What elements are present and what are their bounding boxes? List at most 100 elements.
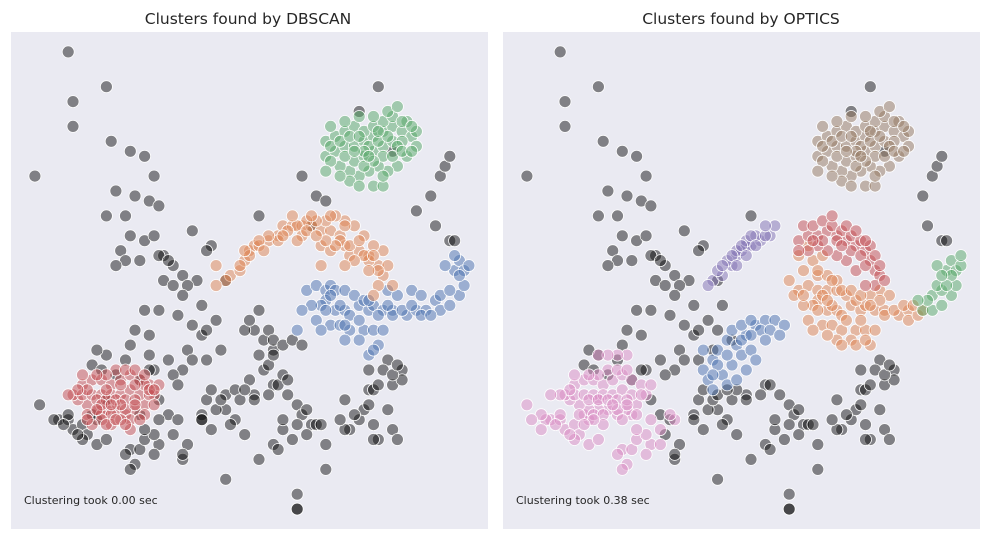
noise-point: [185, 224, 199, 238]
cluster-point-cluster-6: [634, 388, 648, 402]
cluster-point-cluster-3: [119, 418, 132, 432]
cluster-point-cluster-6: [520, 398, 534, 412]
noise-point: [276, 413, 290, 427]
noise-point: [195, 298, 209, 312]
noise-point: [553, 45, 567, 59]
noise-point: [109, 259, 123, 273]
cluster-point-cluster-2: [338, 115, 352, 128]
optics-title: Clusters found by OPTICS: [642, 10, 840, 28]
noise-point: [138, 149, 152, 163]
cluster-point-cluster-6: [525, 413, 538, 427]
cluster-point-cluster-1: [233, 259, 247, 273]
noise-point: [835, 423, 849, 437]
noise-point: [644, 303, 658, 317]
noise-point: [214, 343, 228, 357]
noise-point: [285, 433, 299, 446]
cluster-point-cluster-0: [324, 288, 338, 302]
noise-point: [658, 259, 672, 273]
noise-point: [314, 418, 328, 432]
noise-point: [276, 368, 290, 382]
noise-point: [863, 378, 877, 392]
noise-point: [668, 452, 682, 466]
cluster-point-cluster-3: [806, 234, 820, 248]
cluster-point-cluster-0: [720, 348, 734, 362]
cluster-point-cluster-2: [935, 298, 949, 312]
noise-point: [825, 413, 839, 427]
noise-point: [409, 204, 423, 218]
noise-point: [176, 288, 190, 302]
cluster-point-cluster-4: [716, 259, 729, 273]
cluster-point-cluster-3: [849, 224, 863, 238]
noise-point: [128, 457, 142, 471]
cluster-point-cluster-3: [147, 383, 161, 397]
noise-point: [66, 120, 80, 133]
cluster-point-cluster-5: [854, 149, 868, 163]
noise-point: [620, 189, 634, 203]
cluster-point-cluster-3: [859, 234, 872, 248]
cluster-point-cluster-1: [352, 234, 366, 248]
noise-point: [840, 408, 853, 422]
noise-point: [290, 502, 304, 516]
noise-point: [66, 95, 80, 108]
noise-point: [338, 393, 352, 407]
noise-point: [692, 323, 705, 337]
noise-point: [782, 502, 796, 516]
noise-point: [935, 234, 949, 248]
noise-point: [309, 418, 323, 432]
noise-point: [343, 423, 357, 437]
noise-point: [859, 418, 872, 432]
cluster-point-cluster-5: [844, 110, 858, 123]
noise-point: [792, 428, 806, 442]
cluster-point-cluster-6: [644, 413, 658, 427]
noise-point: [859, 383, 872, 397]
noise-point: [811, 462, 825, 476]
cluster-point-cluster-2: [376, 169, 390, 183]
cluster-point-cluster-0: [338, 318, 352, 332]
cluster-point-cluster-1: [314, 259, 328, 273]
noise-point: [443, 149, 457, 163]
noise-point: [716, 298, 729, 312]
cluster-point-cluster-6: [592, 433, 605, 446]
noise-point: [644, 199, 658, 213]
cluster-point-cluster-1: [367, 249, 380, 263]
noise-point: [195, 413, 209, 427]
noise-point: [601, 259, 615, 273]
cluster-point-cluster-5: [840, 144, 853, 158]
noise-point: [668, 288, 682, 302]
noise-point: [223, 418, 237, 432]
noise-point: [367, 433, 380, 446]
noise-point: [319, 462, 333, 476]
noise-point: [859, 433, 872, 446]
noise-point: [276, 423, 290, 437]
cluster-point-cluster-6: [568, 368, 581, 382]
noise-point: [782, 487, 796, 501]
noise-point: [166, 259, 180, 273]
noise-point: [390, 358, 404, 372]
cluster-point-cluster-6: [577, 418, 591, 432]
noise-point: [76, 433, 89, 446]
optics-points: [520, 45, 968, 516]
noise-point: [123, 338, 137, 352]
noise-point: [830, 393, 844, 407]
cluster-point-cluster-0: [405, 298, 419, 312]
noise-point: [204, 239, 218, 253]
noise-point: [806, 418, 820, 432]
cluster-point-cluster-1: [276, 229, 290, 243]
noise-point: [33, 398, 46, 412]
noise-point: [371, 378, 385, 392]
cluster-point-cluster-6: [654, 423, 667, 437]
cluster-point-cluster-6: [549, 418, 562, 432]
noise-point: [219, 472, 233, 486]
noise-point: [371, 80, 385, 94]
cluster-point-cluster-0: [352, 313, 366, 327]
noise-point: [166, 279, 180, 292]
noise-point: [424, 189, 438, 203]
cluster-point-cluster-1: [285, 209, 299, 223]
cluster-point-cluster-2: [347, 144, 361, 158]
cluster-point-cluster-6: [563, 428, 577, 442]
optics-subplot: Clusters found by OPTICS Clustering took…: [503, 10, 980, 529]
optics-timing-annotation: Clustering took 0.38 sec: [516, 494, 650, 507]
cluster-point-cluster-0: [730, 373, 744, 387]
noise-point: [720, 413, 734, 427]
